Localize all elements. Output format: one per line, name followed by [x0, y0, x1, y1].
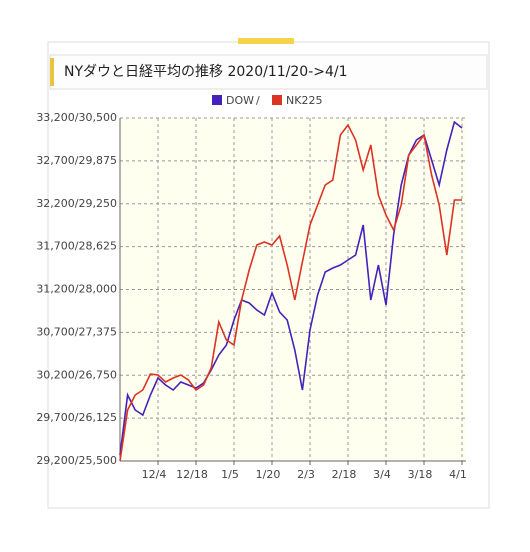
x-tick-label: 2/3 [297, 468, 315, 481]
series-line [119, 120, 463, 456]
legend-swatch [272, 95, 282, 105]
series-line [119, 123, 462, 462]
x-tick-label: 3/18 [408, 468, 433, 481]
chart-title: NYダウと日経平均の推移 2020/11/20->4/1 [64, 64, 347, 80]
y-tick-label: 30,700/27,375 [36, 325, 117, 338]
x-tick-label: 4/1 [449, 468, 467, 481]
x-tick-label: 1/20 [256, 468, 281, 481]
y-tick-label: 32,700/29,875 [36, 154, 117, 167]
y-tick-label: 32,200/29,250 [36, 197, 117, 210]
y-tick-label: 29,200/25,500 [36, 454, 117, 467]
legend-swatch [212, 95, 222, 105]
tab [238, 38, 294, 44]
y-tick-label: 31,200/28,000 [36, 283, 117, 296]
x-tick-label: 2/18 [332, 468, 357, 481]
x-tick-label: 3/4 [373, 468, 391, 481]
y-tick-label: 31,700/28,625 [36, 240, 117, 253]
header-box [49, 54, 488, 90]
legend-label: DOW [226, 94, 254, 107]
x-tick-label: 1/5 [221, 468, 239, 481]
y-tick-label: 29,700/26,125 [36, 411, 117, 424]
legend-label: NK225 [286, 94, 322, 107]
header-accent [50, 58, 54, 86]
y-tick-label: 30,200/26,750 [36, 368, 117, 381]
legend-separator: / [256, 94, 260, 107]
y-tick-label: 33,200/30,500 [36, 111, 117, 124]
x-tick-label: 12/4 [142, 468, 167, 481]
x-tick-label: 12/18 [176, 468, 208, 481]
